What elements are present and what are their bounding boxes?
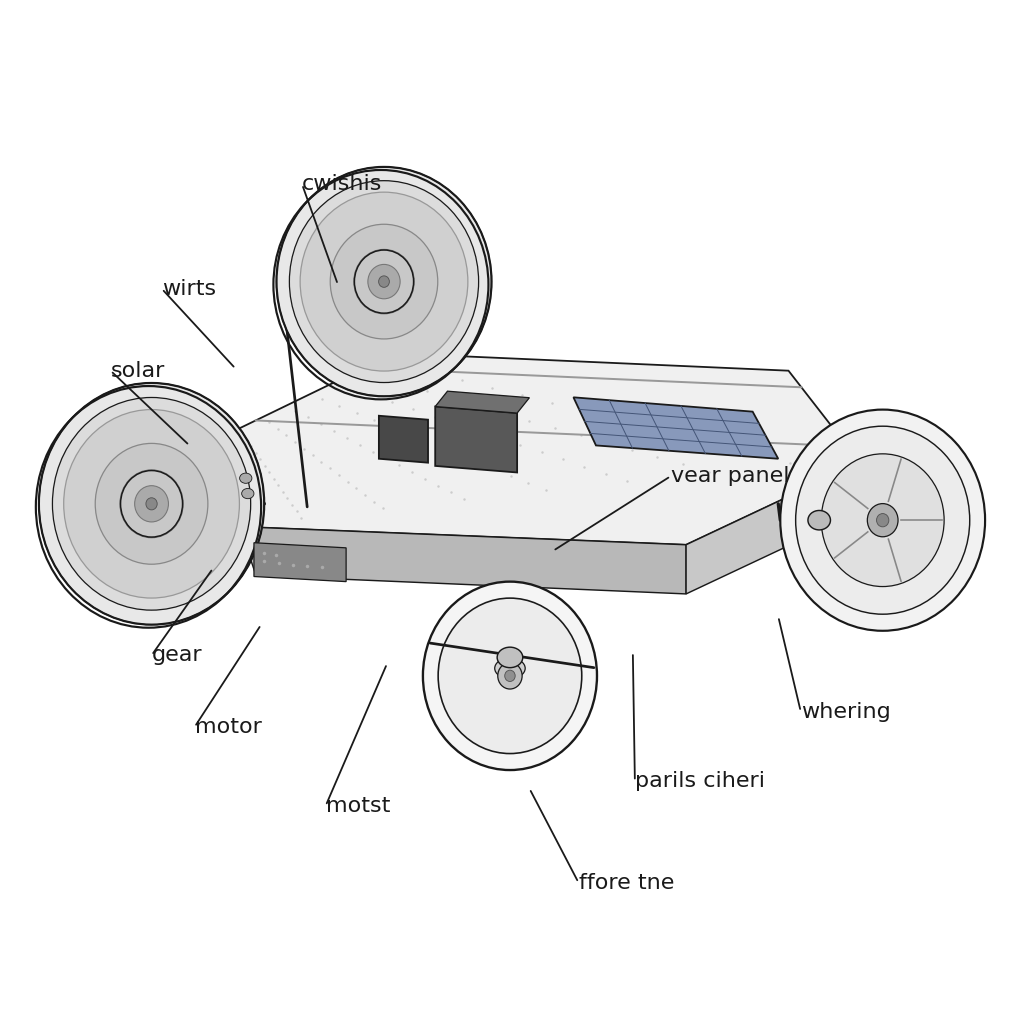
Ellipse shape xyxy=(780,410,985,631)
Polygon shape xyxy=(254,543,346,582)
Ellipse shape xyxy=(808,511,830,530)
Ellipse shape xyxy=(498,647,522,668)
Ellipse shape xyxy=(438,598,582,754)
Polygon shape xyxy=(686,463,860,594)
Ellipse shape xyxy=(796,426,970,614)
Ellipse shape xyxy=(290,180,478,383)
Ellipse shape xyxy=(52,397,251,610)
Text: parils ciheri: parils ciheri xyxy=(635,771,765,792)
Ellipse shape xyxy=(821,454,944,587)
Ellipse shape xyxy=(368,264,400,299)
Polygon shape xyxy=(435,407,517,472)
Text: vear panel: vear panel xyxy=(671,466,790,486)
Ellipse shape xyxy=(135,485,168,522)
Polygon shape xyxy=(225,353,860,545)
Text: motst: motst xyxy=(326,796,390,816)
Ellipse shape xyxy=(95,443,208,564)
Polygon shape xyxy=(379,416,428,463)
Ellipse shape xyxy=(63,410,240,598)
Text: gear: gear xyxy=(152,645,202,666)
Ellipse shape xyxy=(423,582,597,770)
Ellipse shape xyxy=(330,224,438,339)
Text: solar: solar xyxy=(111,360,165,381)
Ellipse shape xyxy=(276,167,492,396)
Polygon shape xyxy=(435,391,529,413)
Ellipse shape xyxy=(505,670,515,682)
Ellipse shape xyxy=(354,250,414,313)
Text: wirts: wirts xyxy=(162,279,216,299)
Ellipse shape xyxy=(39,383,264,625)
Ellipse shape xyxy=(121,471,182,537)
Polygon shape xyxy=(573,397,778,459)
Text: whering: whering xyxy=(801,701,891,722)
Ellipse shape xyxy=(379,275,389,288)
Ellipse shape xyxy=(240,473,252,483)
Ellipse shape xyxy=(495,658,525,679)
Text: ffore tne: ffore tne xyxy=(579,872,674,893)
Ellipse shape xyxy=(242,488,254,499)
Ellipse shape xyxy=(354,250,414,313)
Ellipse shape xyxy=(867,504,898,537)
Ellipse shape xyxy=(498,663,522,689)
Ellipse shape xyxy=(145,498,158,510)
Ellipse shape xyxy=(120,470,183,538)
Ellipse shape xyxy=(877,514,889,526)
Text: motor: motor xyxy=(195,717,261,737)
Polygon shape xyxy=(256,527,686,594)
Polygon shape xyxy=(225,435,256,575)
Ellipse shape xyxy=(300,193,468,371)
Text: cwishis: cwishis xyxy=(302,174,382,195)
